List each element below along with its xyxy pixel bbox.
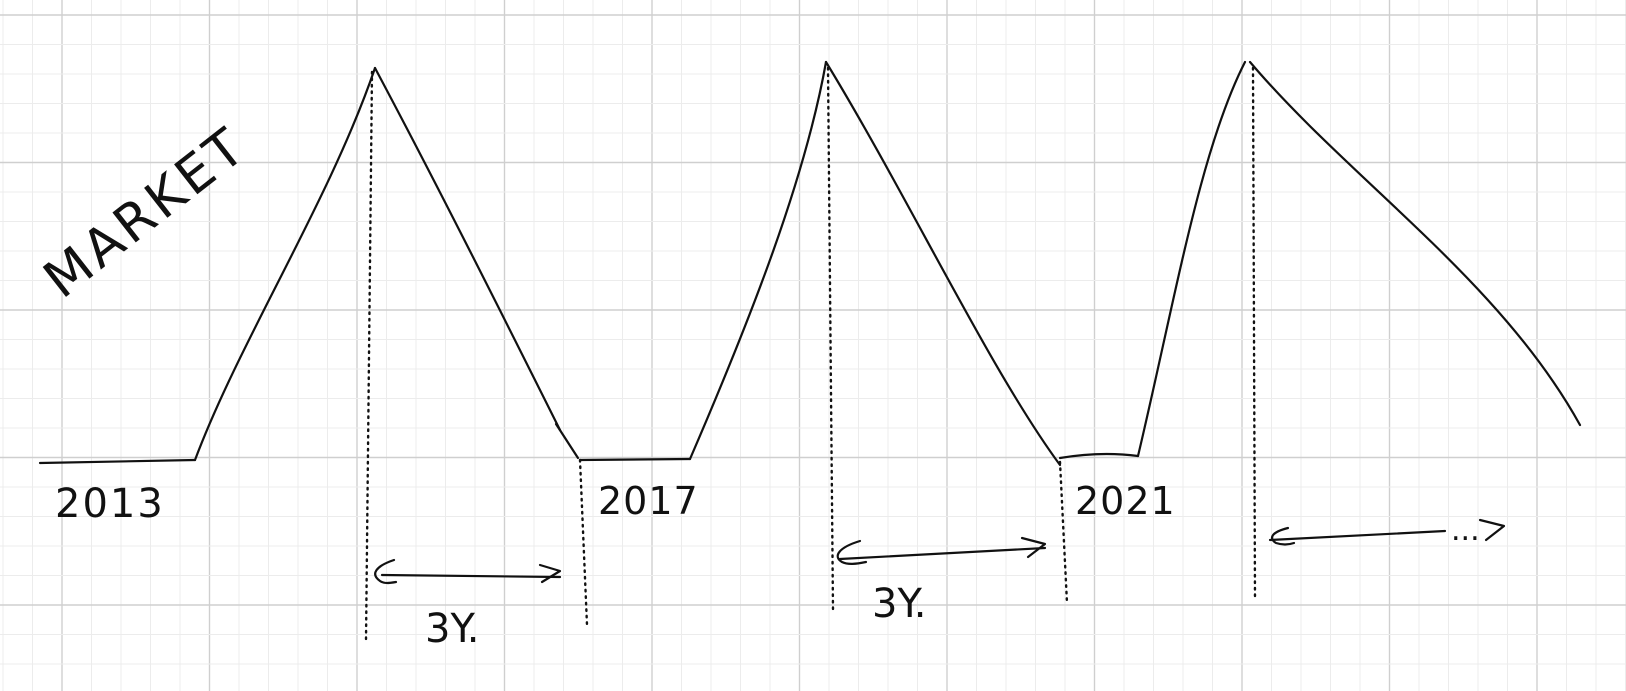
year-labels: 2013 2017 2021 <box>55 479 1176 527</box>
duration-arrows <box>374 518 1506 585</box>
year-label-2021: 2021 <box>1075 479 1176 523</box>
duration-labels: 3Y. 3Y. ... <box>425 513 1480 652</box>
year-label-2017: 2017 <box>598 479 699 523</box>
bottom-marker-2017 <box>578 458 589 627</box>
fall-cycle-2 <box>824 60 1062 467</box>
duration-label-1: 3Y. <box>425 606 480 652</box>
drop-tick-cycle-1 <box>554 422 580 460</box>
duration-arrow-2 <box>836 536 1047 565</box>
duration-label-3: ... <box>1451 513 1480 548</box>
dotted-markers <box>364 66 1257 642</box>
rise-cycle-1 <box>193 66 377 462</box>
peak-marker-1 <box>364 70 374 642</box>
peak-marker-3 <box>1251 66 1257 602</box>
year-label-2013: 2013 <box>55 481 165 527</box>
fall-cycle-1 <box>373 66 562 432</box>
market-curve <box>38 60 1582 467</box>
bottom-2017 <box>578 457 692 462</box>
duration-arrow-3 <box>1268 518 1506 546</box>
market-title: MARKET <box>33 116 259 311</box>
duration-arrow-1 <box>374 558 562 585</box>
fall-cycle-3 <box>1248 60 1582 427</box>
rise-cycle-3 <box>1136 60 1247 458</box>
bottom-2021 <box>1058 452 1140 460</box>
rise-cycle-2 <box>688 60 828 461</box>
baseline-2013 <box>38 458 197 465</box>
duration-label-2: 3Y. <box>872 581 927 627</box>
peak-marker-2 <box>826 66 835 612</box>
bottom-marker-2021 <box>1058 460 1069 605</box>
